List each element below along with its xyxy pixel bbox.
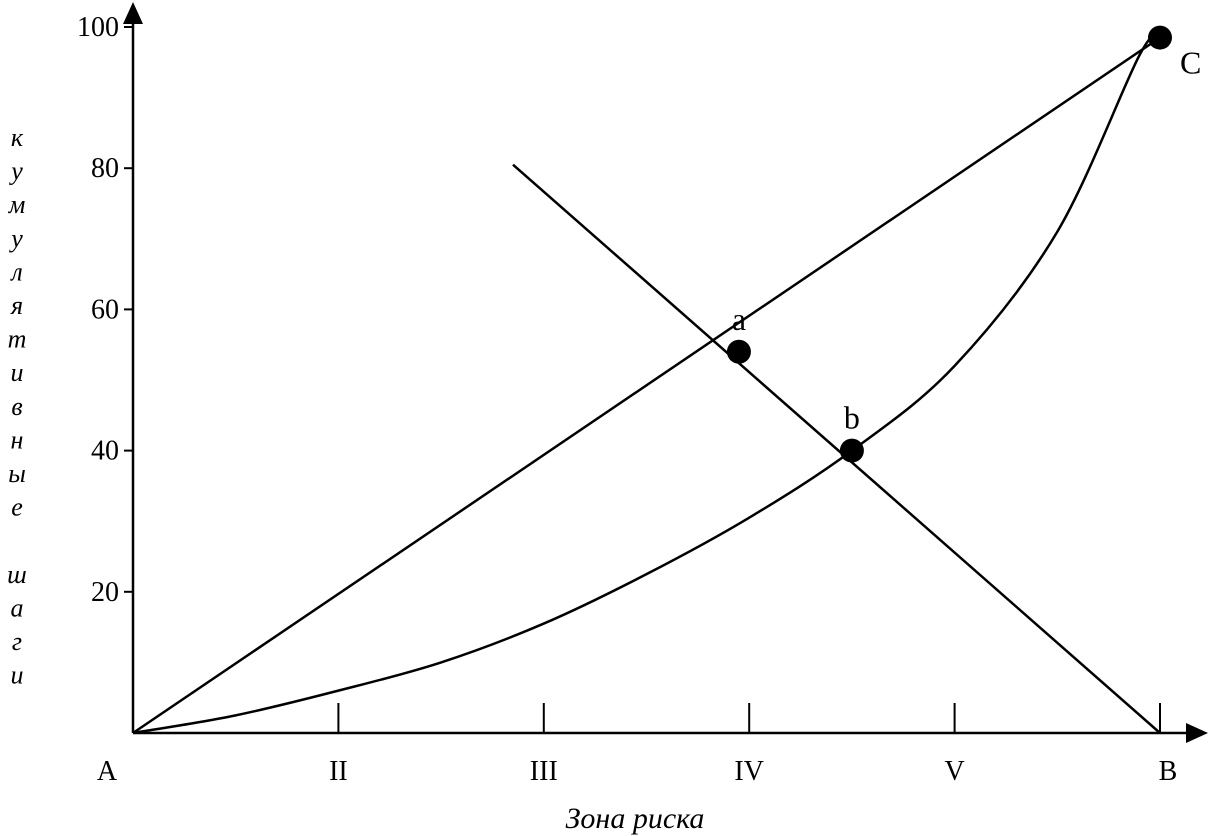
points-layer: a b C: [726, 25, 1201, 463]
point-label-a: a: [732, 301, 746, 337]
series-layer: [132, 34, 1161, 735]
x-axis-title: Зона риска: [566, 802, 705, 835]
y-axis-title-letter: в: [11, 392, 22, 421]
x-tick-label: B: [1159, 756, 1178, 787]
y-axis-title-letter: у: [8, 224, 23, 253]
y-axis-title-letter: л: [9, 257, 22, 286]
point-a: [726, 339, 751, 364]
y-tick-label: 40: [91, 436, 119, 467]
series-line-2: [132, 34, 1161, 735]
y-axis-title-letter: я: [10, 291, 23, 320]
y-axis-title-letter: т: [8, 325, 27, 354]
y-tick-label: 20: [91, 577, 119, 608]
y-tick-label: 80: [91, 153, 119, 184]
x-tick-label: III: [530, 756, 558, 787]
y-axis-title-letter: ы: [8, 459, 26, 488]
y-axis-title-letter: у: [8, 157, 23, 186]
y-axis-title-letter: г: [12, 627, 22, 656]
point-b: [839, 438, 864, 463]
y-axis-title-letter: м: [8, 190, 26, 219]
y-tick-label: 60: [91, 294, 119, 325]
y-axis-title-letter: а: [11, 593, 24, 622]
series-line-1: [132, 36, 1161, 735]
y-axis-title-letter: к: [11, 123, 24, 152]
y-axis-title-letter: ш: [7, 560, 27, 589]
x-tick-label: A: [97, 756, 118, 787]
point-label-b: b: [844, 400, 860, 436]
x-tick-label: V: [944, 756, 964, 787]
series-line-3: [512, 163, 1161, 734]
point-C: [1148, 25, 1172, 50]
y-axis-title-letter: и: [11, 661, 24, 690]
y-axis-arrow: [123, 2, 143, 24]
y-axis-title-letter: и: [11, 358, 24, 387]
y-axis-title-letter: е: [11, 493, 23, 522]
x-axis-arrow: [1186, 723, 1208, 743]
x-tick-label: IV: [734, 756, 764, 787]
y-axis-title-letter: н: [11, 425, 24, 454]
x-tick-label: II: [329, 756, 348, 787]
y-tick-label: 100: [77, 12, 119, 43]
point-label-C: C: [1180, 45, 1201, 81]
